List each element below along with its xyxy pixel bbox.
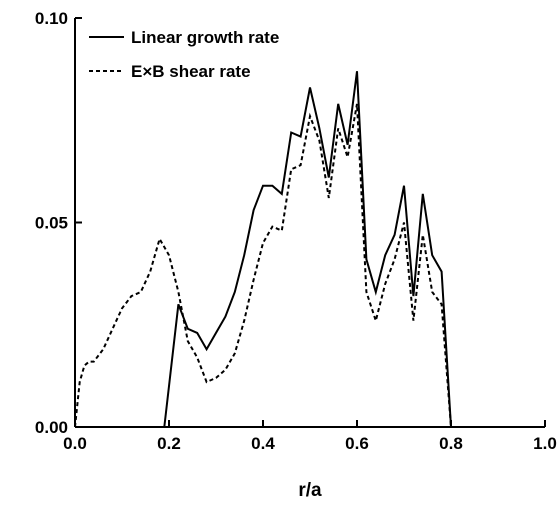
series-line-exb-shear-rate	[74, 103, 452, 428]
x-axis-title: r/a	[298, 480, 322, 501]
x-tick-label: 0.2	[157, 434, 181, 453]
tick-labels: 0.0 0.2 0.4 0.6 0.8 1.0 0.00 0.05 0.10	[35, 9, 557, 453]
legend: Linear growth rate E×B shear rate	[89, 28, 279, 81]
x-tick-label: 0.6	[345, 434, 369, 453]
x-tick-label: 0.4	[251, 434, 275, 453]
legend-label: E×B shear rate	[131, 62, 251, 81]
y-tick-label: 0.00	[35, 418, 68, 437]
data-series	[74, 71, 452, 428]
x-tick-label: 0.0	[63, 434, 87, 453]
series-line-linear-growth-rate	[163, 71, 452, 428]
y-tick-label: 0.10	[35, 9, 68, 28]
axes	[74, 17, 546, 428]
x-tick-label: 1.0	[533, 434, 557, 453]
legend-label: Linear growth rate	[131, 28, 279, 47]
y-tick-label: 0.05	[35, 214, 68, 233]
x-tick-label: 0.8	[439, 434, 463, 453]
